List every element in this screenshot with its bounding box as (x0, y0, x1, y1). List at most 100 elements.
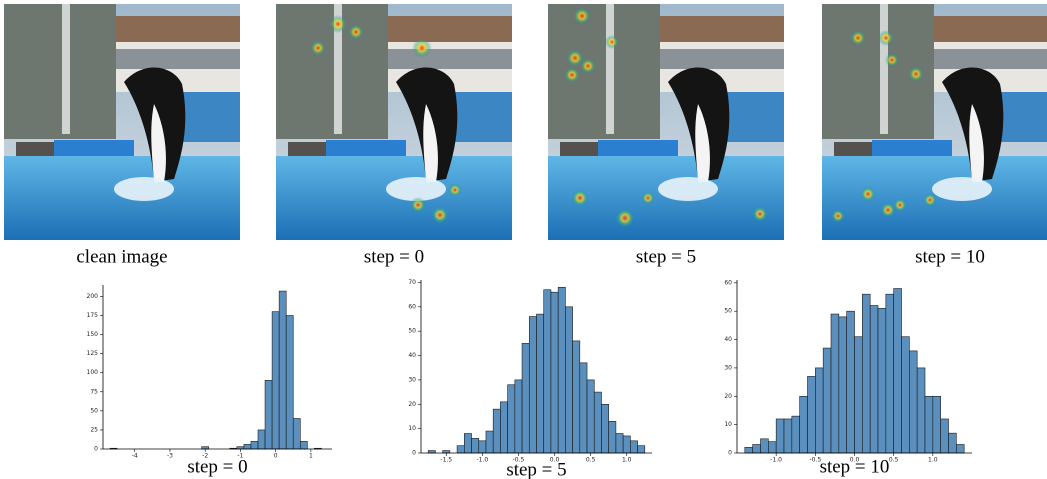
histogram-bar (565, 307, 572, 453)
y-tick-label: 40 (408, 352, 416, 359)
x-tick-label: 0.5 (586, 457, 596, 464)
x-tick-label: -4 (132, 453, 138, 460)
y-tick-label: 50 (724, 308, 732, 315)
histogram-bar (831, 314, 839, 453)
y-tick-label: 30 (724, 364, 732, 371)
histogram-bar (529, 317, 536, 453)
histogram-bar (776, 419, 784, 453)
histogram-bar (286, 316, 293, 449)
y-tick-label: 0 (728, 450, 732, 457)
histogram-bar (823, 348, 831, 453)
histogram-bar (493, 409, 500, 453)
x-tick-label: 0 (274, 453, 278, 460)
x-tick-label: -3 (167, 453, 173, 460)
histogram-bar (894, 289, 902, 453)
histogram-bar (472, 438, 479, 453)
histogram-bar (902, 337, 910, 453)
histogram-bar (279, 291, 286, 449)
histogram-bar (486, 431, 493, 453)
histogram-bar (558, 287, 565, 453)
histogram-bar (573, 341, 580, 453)
histogram-bar (745, 447, 753, 453)
histogram-bar (855, 337, 863, 453)
image-panel (276, 4, 512, 240)
histogram-bar (544, 290, 551, 453)
figure: clean image step = 0 step = 5 step = 10 0 25 5… (0, 0, 1047, 479)
x-tick-label: -1.0 (770, 457, 782, 464)
image-panel (548, 4, 784, 240)
histogram-bar (815, 368, 823, 453)
y-tick-label: 60 (408, 303, 416, 310)
histogram-bar (638, 446, 645, 453)
histogram-bar (300, 441, 307, 449)
y-tick-label: 0 (412, 450, 416, 457)
x-tick-label: 1.0 (928, 457, 938, 464)
histogram-bar (587, 380, 594, 453)
y-tick-label: 125 (87, 350, 99, 357)
histogram-bar (956, 444, 964, 453)
histogram-bar (784, 419, 792, 453)
y-tick-label: 50 (408, 328, 416, 335)
histogram-bar (464, 434, 471, 453)
image-caption: step = 0 (364, 246, 424, 267)
histogram-bar (630, 441, 637, 453)
histogram-bar (839, 317, 847, 453)
x-tick-label: 1.0 (622, 457, 632, 464)
histogram-bar (265, 380, 272, 449)
histogram-bar (933, 396, 941, 453)
histogram-bar (862, 294, 870, 453)
histogram-bar (515, 380, 522, 453)
y-tick-label: 10 (724, 421, 732, 428)
y-tick-label: 175 (87, 312, 99, 319)
y-tick-label: 30 (408, 376, 416, 383)
y-tick-label: 100 (87, 369, 99, 376)
histogram-bar (917, 368, 925, 453)
y-tick-label: 200 (87, 293, 99, 300)
y-tick-label: 60 (724, 279, 732, 286)
histogram-bar (508, 385, 515, 453)
x-tick-label: 0.5 (889, 457, 899, 464)
histogram-bar (500, 402, 507, 453)
image-panel (4, 4, 240, 240)
x-tick-label: -1.5 (440, 457, 452, 464)
image-panel (822, 4, 1047, 240)
histogram-bar (878, 308, 886, 453)
histogram-bar (537, 314, 544, 453)
x-tick-label: 1 (309, 453, 313, 460)
x-axis-label: step = 10 (820, 456, 890, 477)
x-axis-label: step = 5 (506, 459, 566, 479)
x-tick-label: -1.0 (477, 457, 489, 464)
histogram-bar (601, 404, 608, 453)
histogram-bar (258, 430, 265, 449)
image-caption: step = 10 (915, 246, 985, 267)
y-tick-label: 0 (94, 446, 98, 453)
histogram-bar (479, 441, 486, 453)
histogram-bar (457, 446, 464, 453)
histogram-bar (949, 433, 957, 453)
histogram-bar (753, 444, 761, 453)
histogram-bar (293, 418, 300, 449)
histogram-bar (768, 442, 776, 453)
y-tick-label: 75 (90, 388, 98, 395)
histogram-bar (594, 392, 601, 453)
histogram-bar (244, 444, 251, 449)
y-tick-label: 20 (724, 393, 732, 400)
y-tick-label: 10 (408, 425, 416, 432)
histogram-bar (616, 434, 623, 453)
y-tick-label: 20 (408, 401, 416, 408)
histogram-bar (909, 351, 917, 453)
image-caption: clean image (76, 246, 167, 267)
y-tick-label: 70 (408, 279, 416, 286)
histogram-bar (272, 312, 279, 449)
histogram-bar (580, 363, 587, 453)
histogram-bar (870, 306, 878, 453)
histogram-bar (886, 294, 894, 453)
histogram-bar (251, 441, 258, 449)
histogram-bar (609, 421, 616, 453)
histogram-bar (623, 436, 630, 453)
histogram-bar (800, 396, 808, 453)
histogram-bar (925, 396, 933, 453)
y-tick-label: 50 (90, 407, 98, 414)
image-caption: step = 5 (636, 246, 696, 267)
y-tick-label: 25 (90, 426, 98, 433)
